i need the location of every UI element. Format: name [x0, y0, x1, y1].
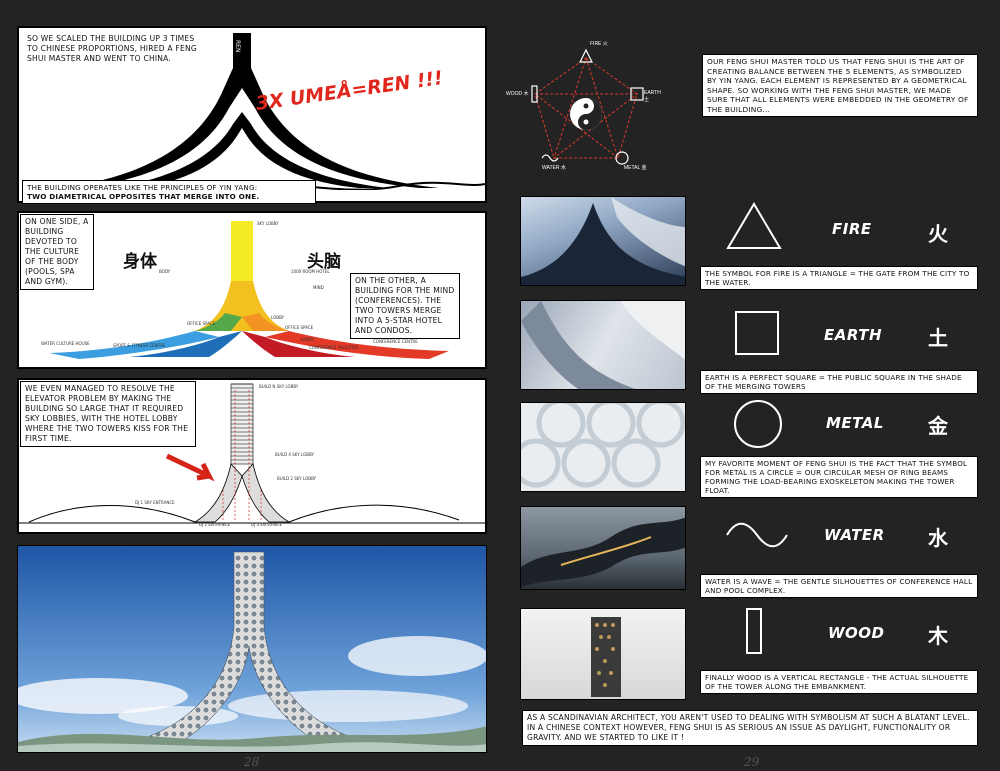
- metal-rings-rendering: [521, 403, 685, 488]
- water-char: 水: [928, 526, 948, 550]
- diagram-wood-label: Wood 木: [506, 91, 529, 97]
- diagram-fire-label: Fire 火: [590, 41, 608, 47]
- pentagram-diagram: [531, 48, 644, 165]
- panel-scaled-building: REN So we scaled the building up 3 times…: [17, 26, 487, 203]
- page-number-left: 28: [244, 755, 260, 769]
- mind-building-caption: On the other, a building for the mind (c…: [350, 273, 460, 339]
- label-conference-facilities: Conference facilities: [309, 345, 359, 350]
- label-mind: Mind: [313, 285, 324, 290]
- earth-char: 土: [928, 326, 948, 350]
- diagram-metal-label: Metal 金: [624, 165, 647, 171]
- mind-chinese-char: 头脑: [307, 252, 341, 271]
- square-icon: [735, 311, 779, 355]
- wood-char: 木: [928, 624, 948, 648]
- tower-name-label: REN: [234, 40, 241, 53]
- body-chinese-char: 身体: [123, 252, 157, 271]
- sky-and-tower-rendering: [18, 546, 486, 752]
- wood-tower-model-rendering: [591, 617, 621, 697]
- sky-lobbies-caption: We even managed to resolve the elevator …: [20, 381, 196, 447]
- vertical-rectangle-icon: [746, 608, 762, 654]
- page-number-right: 29: [744, 755, 760, 769]
- yin-yang-caption-line2: Two diametrical opposites that merge int…: [27, 192, 260, 201]
- metal-circle-photo: [520, 402, 686, 492]
- earth-label: EARTH: [824, 326, 883, 344]
- label-water-culture: Water culture house: [41, 341, 90, 346]
- wave-icon: [726, 522, 788, 548]
- scaled-building-caption: So we scaled the building up 3 times to …: [27, 34, 197, 63]
- earth-square-photo: [520, 300, 686, 390]
- feng-shui-intro-caption: Our Feng Shui master told us that Feng S…: [702, 54, 978, 117]
- body-mind-diagram: [49, 221, 449, 359]
- water-label: WATER: [824, 526, 885, 544]
- fire-gate-rendering: [521, 197, 685, 285]
- metal-char: 金: [928, 414, 948, 438]
- sky-lobby-section-drawing: [19, 383, 485, 524]
- yin-yang-caption-line1: The building operates like the principle…: [27, 183, 258, 192]
- fire-gate-photo: [520, 196, 686, 286]
- wood-rectangle-photo: [520, 608, 686, 700]
- fire-label: FIRE: [832, 220, 872, 238]
- panel-body-mind: 身体 头脑 Sky lobby Body 1000 room hotel Min…: [17, 211, 487, 369]
- label-build-4: Build 4 sky lobby: [275, 452, 314, 457]
- label-conference-centre: Conference centre: [373, 339, 418, 344]
- body-culture-caption: On one side, a building devoted to the c…: [20, 214, 94, 290]
- label-sky-lobby: Sky lobby: [257, 221, 279, 226]
- label-build-2: Build 2 sky lobby: [277, 476, 316, 481]
- water-wave-photo: [520, 506, 686, 590]
- wood-label: WOOD: [828, 624, 885, 642]
- label-office-left: Office space: [187, 321, 216, 326]
- fire-caption: The symbol for Fire is a triangle = the …: [700, 266, 978, 290]
- five-element-diagram: Fire 火 Earth 土 Metal 金 Water 水 Wood 木: [506, 36, 666, 176]
- metal-label: METAL: [826, 414, 884, 432]
- water-wave-rendering: [521, 517, 685, 587]
- label-dj2: DJ 2 entrance: [199, 522, 230, 527]
- triangle-icon: [726, 202, 782, 249]
- symbolism-caption: As a Scandinavian architect, you aren't …: [522, 710, 978, 746]
- tower-rendering-photo: [17, 545, 487, 753]
- diagram-water-label: Water 水: [542, 165, 566, 171]
- label-office-right: Office space: [285, 325, 314, 330]
- label-build-n: Build N sky lobby: [259, 384, 299, 389]
- fire-char: 火: [928, 222, 948, 246]
- earth-caption: Earth is a perfect square = the public s…: [700, 370, 978, 394]
- diagram-earth-label: Earth 土: [644, 90, 661, 103]
- label-body: Body: [159, 269, 171, 274]
- wood-caption: Finally Wood is a vertical rectangle - t…: [700, 670, 978, 694]
- metal-caption: My favorite moment of Feng Shui is the f…: [700, 456, 978, 498]
- label-lobby: Lobby: [271, 315, 284, 320]
- water-caption: Water is a wave = the gentle silhouettes…: [700, 574, 978, 598]
- earth-square-rendering: [521, 301, 685, 389]
- label-sport-fitness: Sport & fitness centre: [113, 343, 166, 348]
- label-lobby-2: Lobby: [301, 337, 314, 342]
- yin-yang-caption: The building operates like the principle…: [22, 180, 316, 204]
- label-hotel: 1000 room hotel: [291, 269, 330, 274]
- label-dj3: DJ 3 entrance: [251, 522, 282, 527]
- label-dj1: DJ 1 sky entrance: [135, 500, 175, 505]
- circle-icon: [734, 400, 782, 448]
